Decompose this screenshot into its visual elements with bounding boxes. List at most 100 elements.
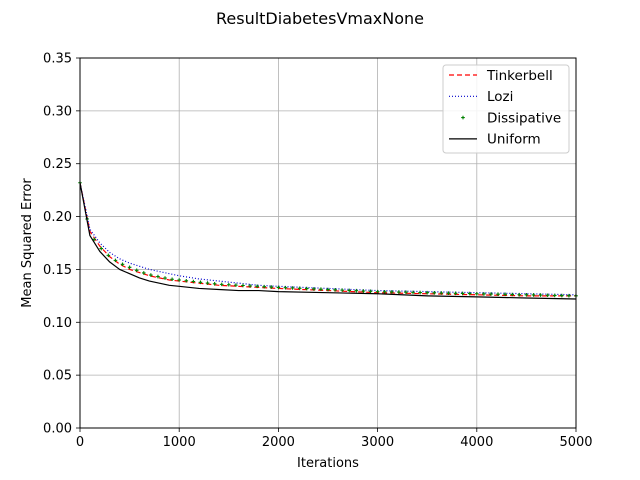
series-dissipative-point: [276, 285, 281, 290]
series-dissipative-point: [524, 293, 529, 297]
series-dissipative-point: [340, 288, 344, 292]
x-tick-label: 2000: [262, 435, 295, 450]
series-dissipative-point: [404, 290, 408, 295]
series-lozi-line: [79, 182, 577, 296]
series-uniform-line: [79, 182, 577, 300]
legend: Tinkerbell Lozi Dissipative Uniform: [442, 64, 570, 154]
series-dissipative-point: [326, 287, 330, 292]
series-dissipative-point: [545, 293, 550, 298]
series-dissipative-point: [503, 292, 507, 297]
series-dissipative-point: [170, 277, 174, 282]
series-dissipative-point: [149, 273, 153, 277]
legend-label-uniform: Uniform: [487, 132, 541, 148]
series-dissipative-point: [255, 284, 259, 289]
series-dissipative-point: [134, 268, 139, 273]
series-dissipative-point: [127, 265, 132, 270]
series-dissipative-point: [389, 290, 394, 294]
series-dissipative-point: [262, 284, 267, 289]
series-dissipative-point: [241, 283, 245, 288]
y-tick-label: 0.10: [43, 316, 72, 331]
series-dissipative-point: [333, 288, 337, 292]
series-layer: [78, 180, 578, 300]
series-dissipative-point: [397, 290, 401, 294]
legend-swatch-dissipative: [461, 115, 465, 120]
series-dissipative-point: [517, 292, 522, 297]
series-dissipative-point: [227, 282, 231, 287]
series-dissipative-point: [297, 286, 302, 291]
series-dissipative-point: [538, 293, 543, 297]
grid: [80, 58, 576, 428]
series-dissipative-point: [191, 279, 196, 284]
series-dissipative-point: [475, 291, 479, 296]
series-dissipative-point: [141, 271, 146, 275]
chart-title: ResultDiabetesVmaxNone: [216, 9, 424, 28]
series-dissipative-point: [411, 290, 415, 295]
series-dissipative-point: [560, 293, 564, 298]
series-dissipative-point: [106, 253, 111, 258]
series-dissipative-point: [531, 293, 536, 297]
legend-label-tinkerbell: Tinkerbell: [486, 68, 553, 84]
series-dissipative-point: [99, 246, 104, 251]
series-dissipative-point: [510, 292, 515, 297]
y-axis-label: Mean Squared Error: [20, 178, 35, 308]
series-dissipative-point: [319, 287, 323, 292]
legend-label-lozi: Lozi: [487, 89, 513, 105]
series-dissipative-point: [177, 278, 181, 282]
y-tick-label: 0.05: [43, 369, 72, 384]
x-tick-label: 4000: [460, 435, 493, 450]
series-dissipative-point: [120, 262, 125, 267]
series-dissipative-point: [304, 286, 309, 291]
series-dissipative-point: [361, 289, 366, 293]
x-tick-label: 1000: [163, 435, 196, 450]
series-dissipative-point: [163, 276, 167, 280]
x-tick-label: 3000: [361, 435, 394, 450]
series-dissipative-point: [368, 289, 373, 294]
series-dissipative-point: [382, 289, 387, 294]
series-dissipative-point: [567, 293, 571, 298]
series-dissipative-point: [184, 278, 189, 283]
series-dissipative-point: [312, 287, 316, 291]
series-dissipative-point: [489, 292, 493, 296]
series-dissipative-point: [425, 290, 429, 295]
series-dissipative-point: [375, 289, 380, 294]
series-dissipative-point: [418, 290, 422, 295]
series-dissipative-point: [496, 292, 500, 296]
plot-frame: [79, 57, 577, 429]
series-dissipative-point: [439, 291, 444, 295]
series-dissipative-point: [453, 291, 458, 296]
y-tick-label: 0.30: [43, 104, 72, 119]
series-dissipative-point: [467, 291, 472, 296]
series-dissipative: [78, 180, 578, 298]
legend-label-dissipative: Dissipative: [487, 110, 561, 126]
series-dissipative-point: [482, 292, 486, 296]
series-dissipative-point: [212, 281, 217, 286]
series-dissipative-point: [290, 286, 295, 290]
y-tick-label: 0.00: [43, 422, 72, 437]
x-axis: 0 1000 2000 3000 4000 5000: [76, 428, 593, 450]
y-tick-label: 0.25: [43, 157, 72, 172]
y-tick-label: 0.15: [43, 263, 72, 278]
y-tick-label: 0.35: [43, 52, 72, 67]
series-dissipative-point: [156, 274, 160, 279]
series-dissipative-point: [248, 284, 252, 288]
legend-box: [442, 64, 570, 154]
series-dissipative-point: [432, 291, 437, 295]
x-tick-label: 5000: [559, 435, 592, 450]
series-dissipative-point: [446, 291, 451, 295]
series-dissipative-point: [198, 280, 203, 285]
y-tick-label: 0.20: [43, 210, 72, 225]
x-tick-label: 0: [76, 435, 84, 450]
series-dissipative-point: [219, 282, 224, 287]
series-dissipative-point: [354, 288, 359, 293]
series-dissipative-point: [113, 258, 118, 263]
series-dissipative-point: [269, 285, 274, 289]
y-axis: 0.00 0.05 0.10 0.15 0.20 0.25 0.30 0.35: [43, 52, 80, 437]
series-dissipative-point: [205, 281, 210, 285]
series-dissipative-point: [552, 293, 557, 298]
series-dissipative-point: [234, 283, 238, 287]
series-dissipative-point: [347, 288, 352, 293]
series-dissipative-point: [460, 291, 465, 296]
series-dissipative-point: [283, 285, 288, 290]
x-axis-label: Iterations: [297, 456, 359, 471]
